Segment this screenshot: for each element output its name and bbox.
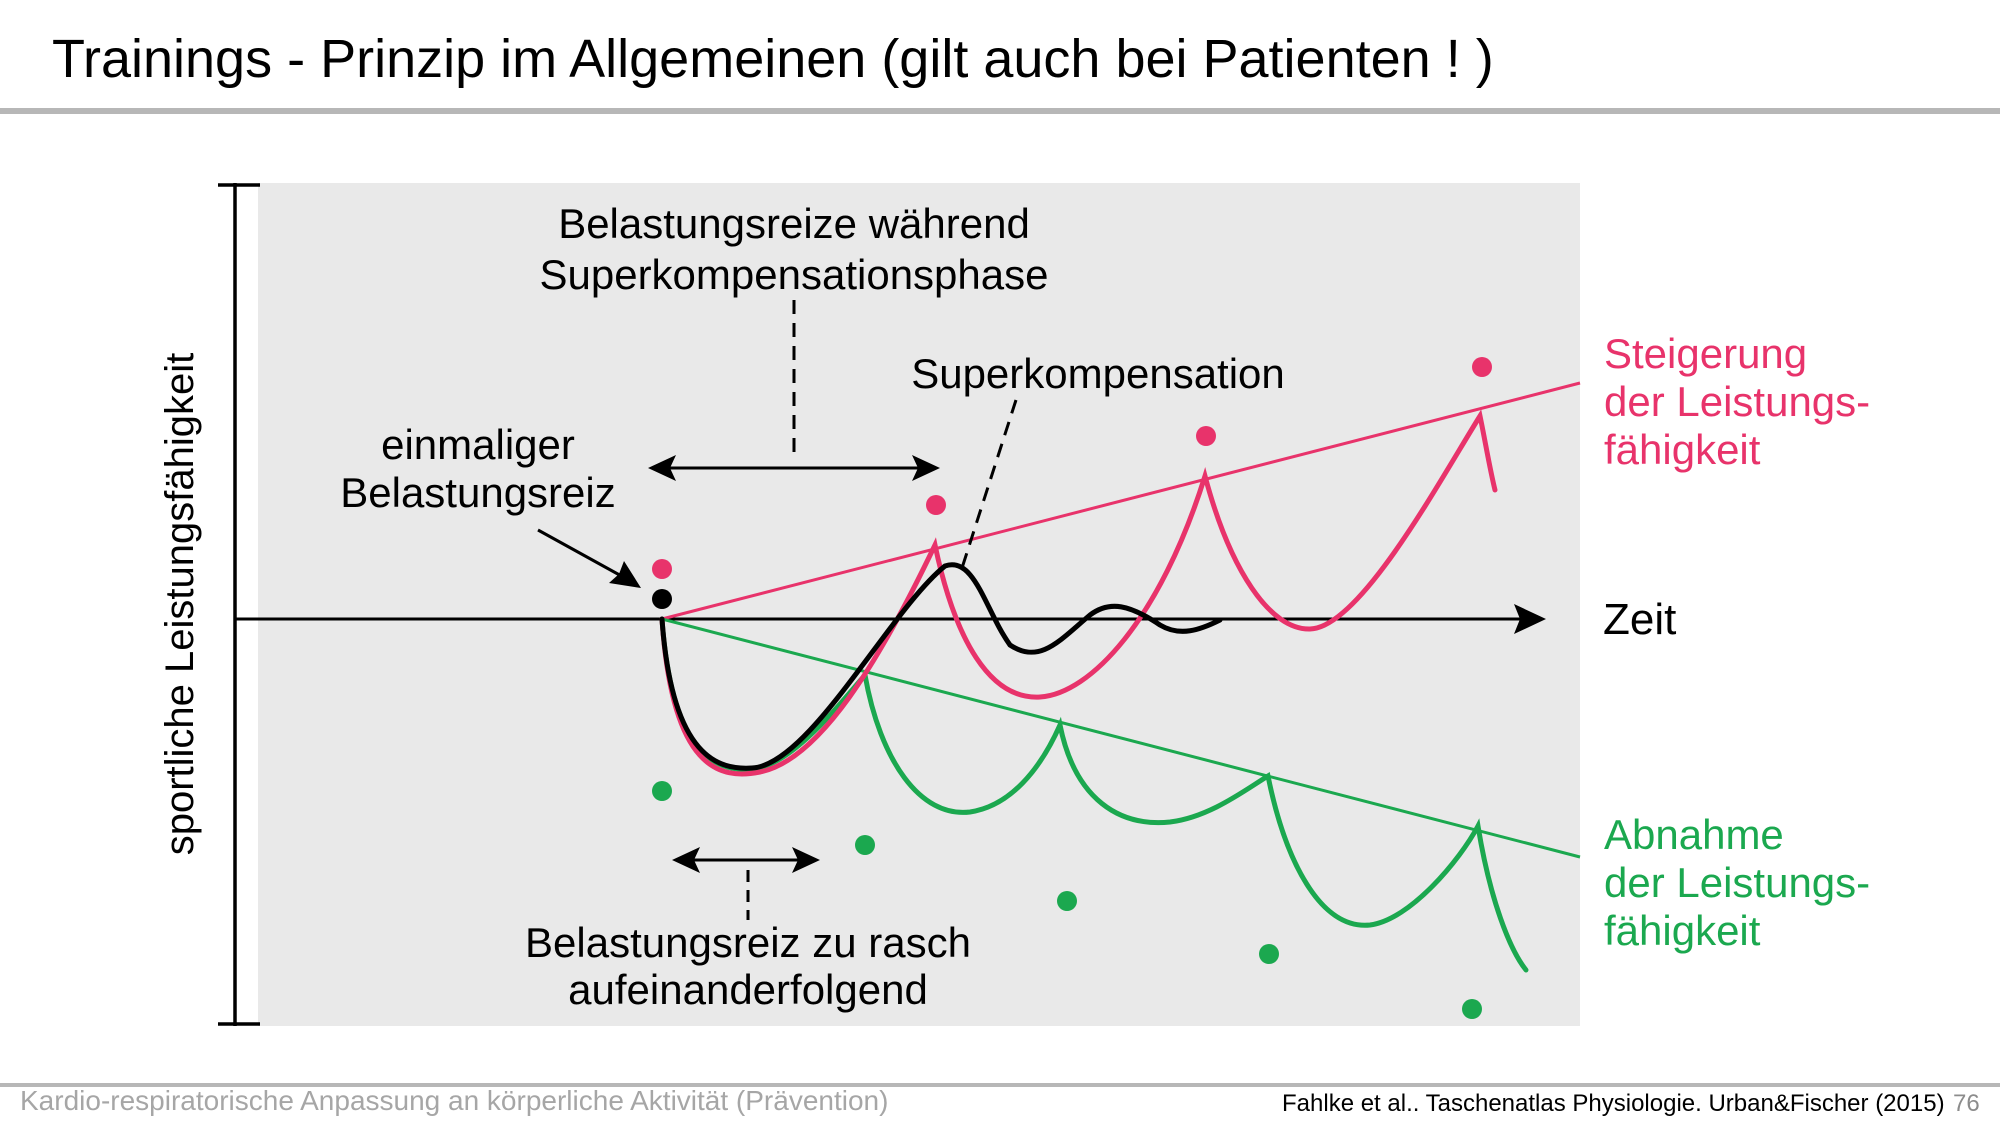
- title-divider: [0, 108, 2000, 114]
- legend-increase-line2: der Leistungs-: [1604, 378, 1870, 425]
- annotation-top-double-arrow: [648, 455, 940, 481]
- legend-decrease-line2: der Leistungs-: [1604, 859, 1870, 906]
- annotation-single-arrow: [537, 528, 641, 588]
- footer-lecture-title: Kardio-respiratorische Anpassung an körp…: [20, 1085, 889, 1116]
- training-principle-diagram: sportliche Leistungsfähigkeit Zeit Belas…: [158, 183, 1870, 1026]
- increase-stimulus-dots: [652, 357, 1492, 579]
- x-axis-arrowhead: [1514, 604, 1546, 634]
- annotation-top-line2: Superkompensationsphase: [539, 251, 1048, 298]
- annotation-single-line2: Belastungsreiz: [340, 469, 615, 516]
- footer-citation: Fahlke et al.. Taschenatlas Physiologie.…: [1282, 1090, 1945, 1117]
- diagram-panel: [258, 183, 1580, 1026]
- legend-increase-line3: fähigkeit: [1604, 426, 1761, 473]
- decrease-dot: [855, 835, 875, 855]
- annotation-superkompensation: Superkompensation: [911, 350, 1285, 397]
- footer-divider: [0, 1083, 2000, 1087]
- page-number: 76: [1953, 1090, 1980, 1117]
- increase-curve: [659, 409, 1498, 777]
- decrease-dot: [1057, 891, 1077, 911]
- legend-increase-line1: Steigerung: [1604, 330, 1807, 377]
- annotation-bottom-line2: aufeinanderfolgend: [568, 966, 928, 1013]
- legend-decrease: Abnahme der Leistungs- fähigkeit: [1604, 811, 1870, 954]
- decrease-dot: [1462, 999, 1482, 1019]
- legend-decrease-line1: Abnahme: [1604, 811, 1784, 858]
- annotation-superkompensation-leader: [960, 399, 1018, 569]
- legend-decrease-line3: fähigkeit: [1604, 907, 1761, 954]
- increase-dot: [1196, 426, 1216, 446]
- single-stimulus-curve: [659, 562, 1223, 771]
- y-axis: [218, 183, 260, 1026]
- increase-dot: [652, 559, 672, 579]
- annotation-top-line1: Belastungsreize während: [558, 200, 1030, 247]
- increase-trend-line: [661, 381, 1581, 621]
- slide-title: Trainings - Prinzip im Allgemeinen (gilt…: [52, 29, 1494, 89]
- annotation-bottom-double-arrow: [672, 847, 820, 873]
- annotation-single-line1: einmaliger: [381, 421, 575, 468]
- legend-increase: Steigerung der Leistungs- fähigkeit: [1604, 330, 1870, 473]
- y-axis-label: sportliche Leistungsfähigkeit: [158, 353, 202, 856]
- decrease-dot: [1259, 944, 1279, 964]
- decrease-stimulus-dots: [652, 781, 1482, 1019]
- increase-dot: [926, 495, 946, 515]
- increase-dot: [1472, 357, 1492, 377]
- decrease-dot: [652, 781, 672, 801]
- annotation-bottom-line1: Belastungsreiz zu rasch: [525, 919, 971, 966]
- x-axis-label: Zeit: [1603, 595, 1676, 644]
- decrease-trend-line: [661, 617, 1581, 859]
- single-stimulus-dot: [652, 589, 672, 609]
- decrease-curve: [659, 616, 1529, 973]
